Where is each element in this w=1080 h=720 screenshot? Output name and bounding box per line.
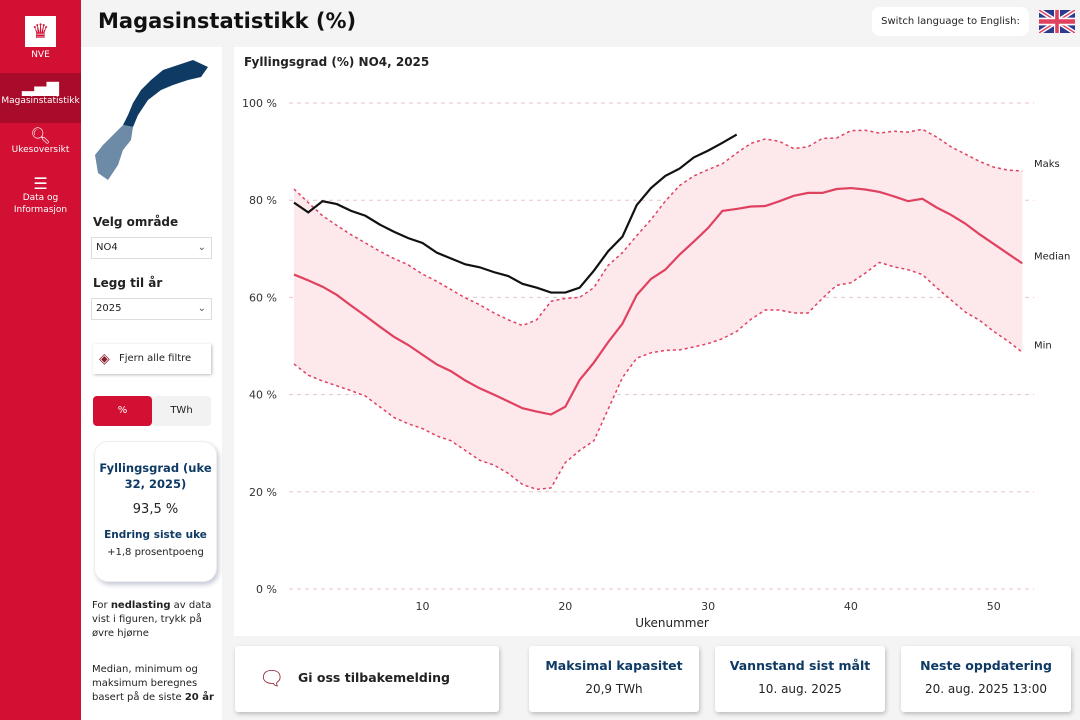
capacity-title: Maksimal kapasitet: [545, 658, 683, 673]
year-select[interactable]: 2025 ⌄: [91, 298, 212, 320]
x-tick-label: 50: [987, 600, 1001, 613]
download-note: For nedlasting av data vist i figuren, t…: [92, 600, 212, 639]
max-line: [293, 128, 1023, 327]
area-value: NO4: [96, 242, 118, 253]
y-tick-label: 100 %: [242, 97, 277, 110]
capacity-value: 20,9 TWh: [585, 682, 643, 696]
sidebar: ♛ NVE ▂▄▆ Magasinstatistikk 🔍︎ Ukesovers…: [0, 0, 81, 720]
speech-bubble-icon: 🗨︎: [259, 666, 285, 690]
next-update-value: 20. aug. 2025 13:00: [924, 682, 1048, 696]
chevron-down-icon: ⌄: [197, 242, 206, 253]
filter-panel: Velg område NO4 ⌄ Legg til år 2025 ⌄ ◈ Fjer…: [81, 47, 222, 720]
nve-logo[interactable]: ♛ NVE: [9, 6, 72, 68]
last-measured-card: Vannstand sist målt 10. aug. 2025: [715, 646, 885, 712]
kpi-change-title: Endring siste uke: [104, 529, 207, 541]
sidebar-item-label: Data og Informasjon: [13, 193, 68, 215]
last-measured-value: 10. aug. 2025: [758, 682, 842, 696]
unit-toggle-percent[interactable]: %: [93, 396, 152, 426]
x-tick-label: 40: [844, 600, 858, 613]
clear-filters-button[interactable]: ◈ Fjern alle filtre: [93, 344, 211, 374]
y-tick-label: 40 %: [249, 389, 277, 402]
next-update-title: Neste oppdatering: [920, 658, 1052, 673]
median-line: [293, 186, 1023, 416]
clear-filters-label: Fjern alle filtre: [119, 353, 192, 364]
min-max-band: [294, 129, 1023, 490]
chart-title: Fyllingsgrad (%) NO4, 2025: [244, 55, 430, 69]
crown-lion-icon: ♛: [25, 16, 56, 47]
x-tick-label: 20: [558, 600, 572, 613]
eraser-icon: ◈: [99, 351, 110, 367]
database-icon: ☰: [33, 174, 48, 193]
unit-toggle-twh[interactable]: TWh: [152, 396, 211, 426]
bar-chart-icon: ▂▄▆: [22, 77, 59, 96]
year-label: Legg til år: [93, 276, 163, 290]
series-label-min: Min: [1034, 340, 1052, 351]
y-tick-label: 20 %: [249, 486, 277, 499]
x-tick-label: 10: [416, 600, 430, 613]
capacity-card: Maksimal kapasitet 20,9 TWh: [529, 646, 699, 712]
sidebar-item-magasinstatistikk[interactable]: ▂▄▆ Magasinstatistikk: [0, 73, 81, 123]
current-year-line: [293, 133, 738, 294]
stats-note: Median, minimum og maksimum beregnes bas…: [92, 664, 214, 703]
page-title: Magasinstatistikk (%): [98, 9, 357, 33]
y-tick-label: 80 %: [249, 194, 277, 207]
chevron-down-icon: ⌄: [197, 303, 206, 314]
area-label: Velg område: [93, 215, 179, 229]
search-chart-icon: 🔍︎: [30, 126, 51, 145]
logo-text: NVE: [31, 50, 50, 60]
sidebar-item-ukesoversikt[interactable]: 🔍︎ Ukesoversikt: [0, 126, 81, 170]
kpi-value: 93,5 %: [132, 502, 179, 517]
series-label-median: Median: [1034, 251, 1070, 262]
kpi-card: Fyllingsgrad (uke 32, 2025) 93,5 % Endri…: [94, 441, 217, 582]
feedback-button[interactable]: 🗨︎ Gi oss tilbakemelding: [235, 646, 499, 712]
kpi-change-value: +1,8 prosentpoeng: [107, 547, 204, 558]
kpi-title: Fyllingsgrad (uke 32, 2025): [99, 461, 212, 491]
sidebar-item-data-og-informasjon[interactable]: ☰ Data og Informasjon: [0, 174, 81, 228]
chart-card: Fyllingsgrad (%) NO4, 2025 0 % 20 % 40 % 60…: [234, 47, 1080, 636]
series-label-maks: Maks: [1034, 159, 1060, 170]
area-select[interactable]: NO4 ⌄: [91, 237, 212, 259]
x-tick-label: 30: [701, 600, 715, 613]
sidebar-item-label: Ukesoversikt: [11, 145, 70, 155]
y-tick-label: 0 %: [256, 583, 277, 596]
sidebar-item-label: Magasinstatistikk: [1, 96, 80, 106]
reservoir-chart[interactable]: 0 % 20 % 40 % 60 % 80 % 100 % 10 20 30 40 50 Ukenum…: [234, 47, 1080, 636]
year-value: 2025: [96, 303, 122, 314]
feedback-label: Gi oss tilbakemelding: [298, 670, 450, 685]
y-tick-label: 60 %: [249, 291, 277, 304]
uk-flag-icon[interactable]: [1039, 10, 1075, 33]
next-update-card: Neste oppdatering 20. aug. 2025 13:00: [901, 646, 1071, 712]
norway-map[interactable]: [93, 55, 211, 185]
x-axis-label: Ukenummer: [635, 616, 709, 630]
last-measured-title: Vannstand sist målt: [729, 658, 871, 673]
switch-language-button[interactable]: Switch language to English:: [872, 7, 1029, 36]
